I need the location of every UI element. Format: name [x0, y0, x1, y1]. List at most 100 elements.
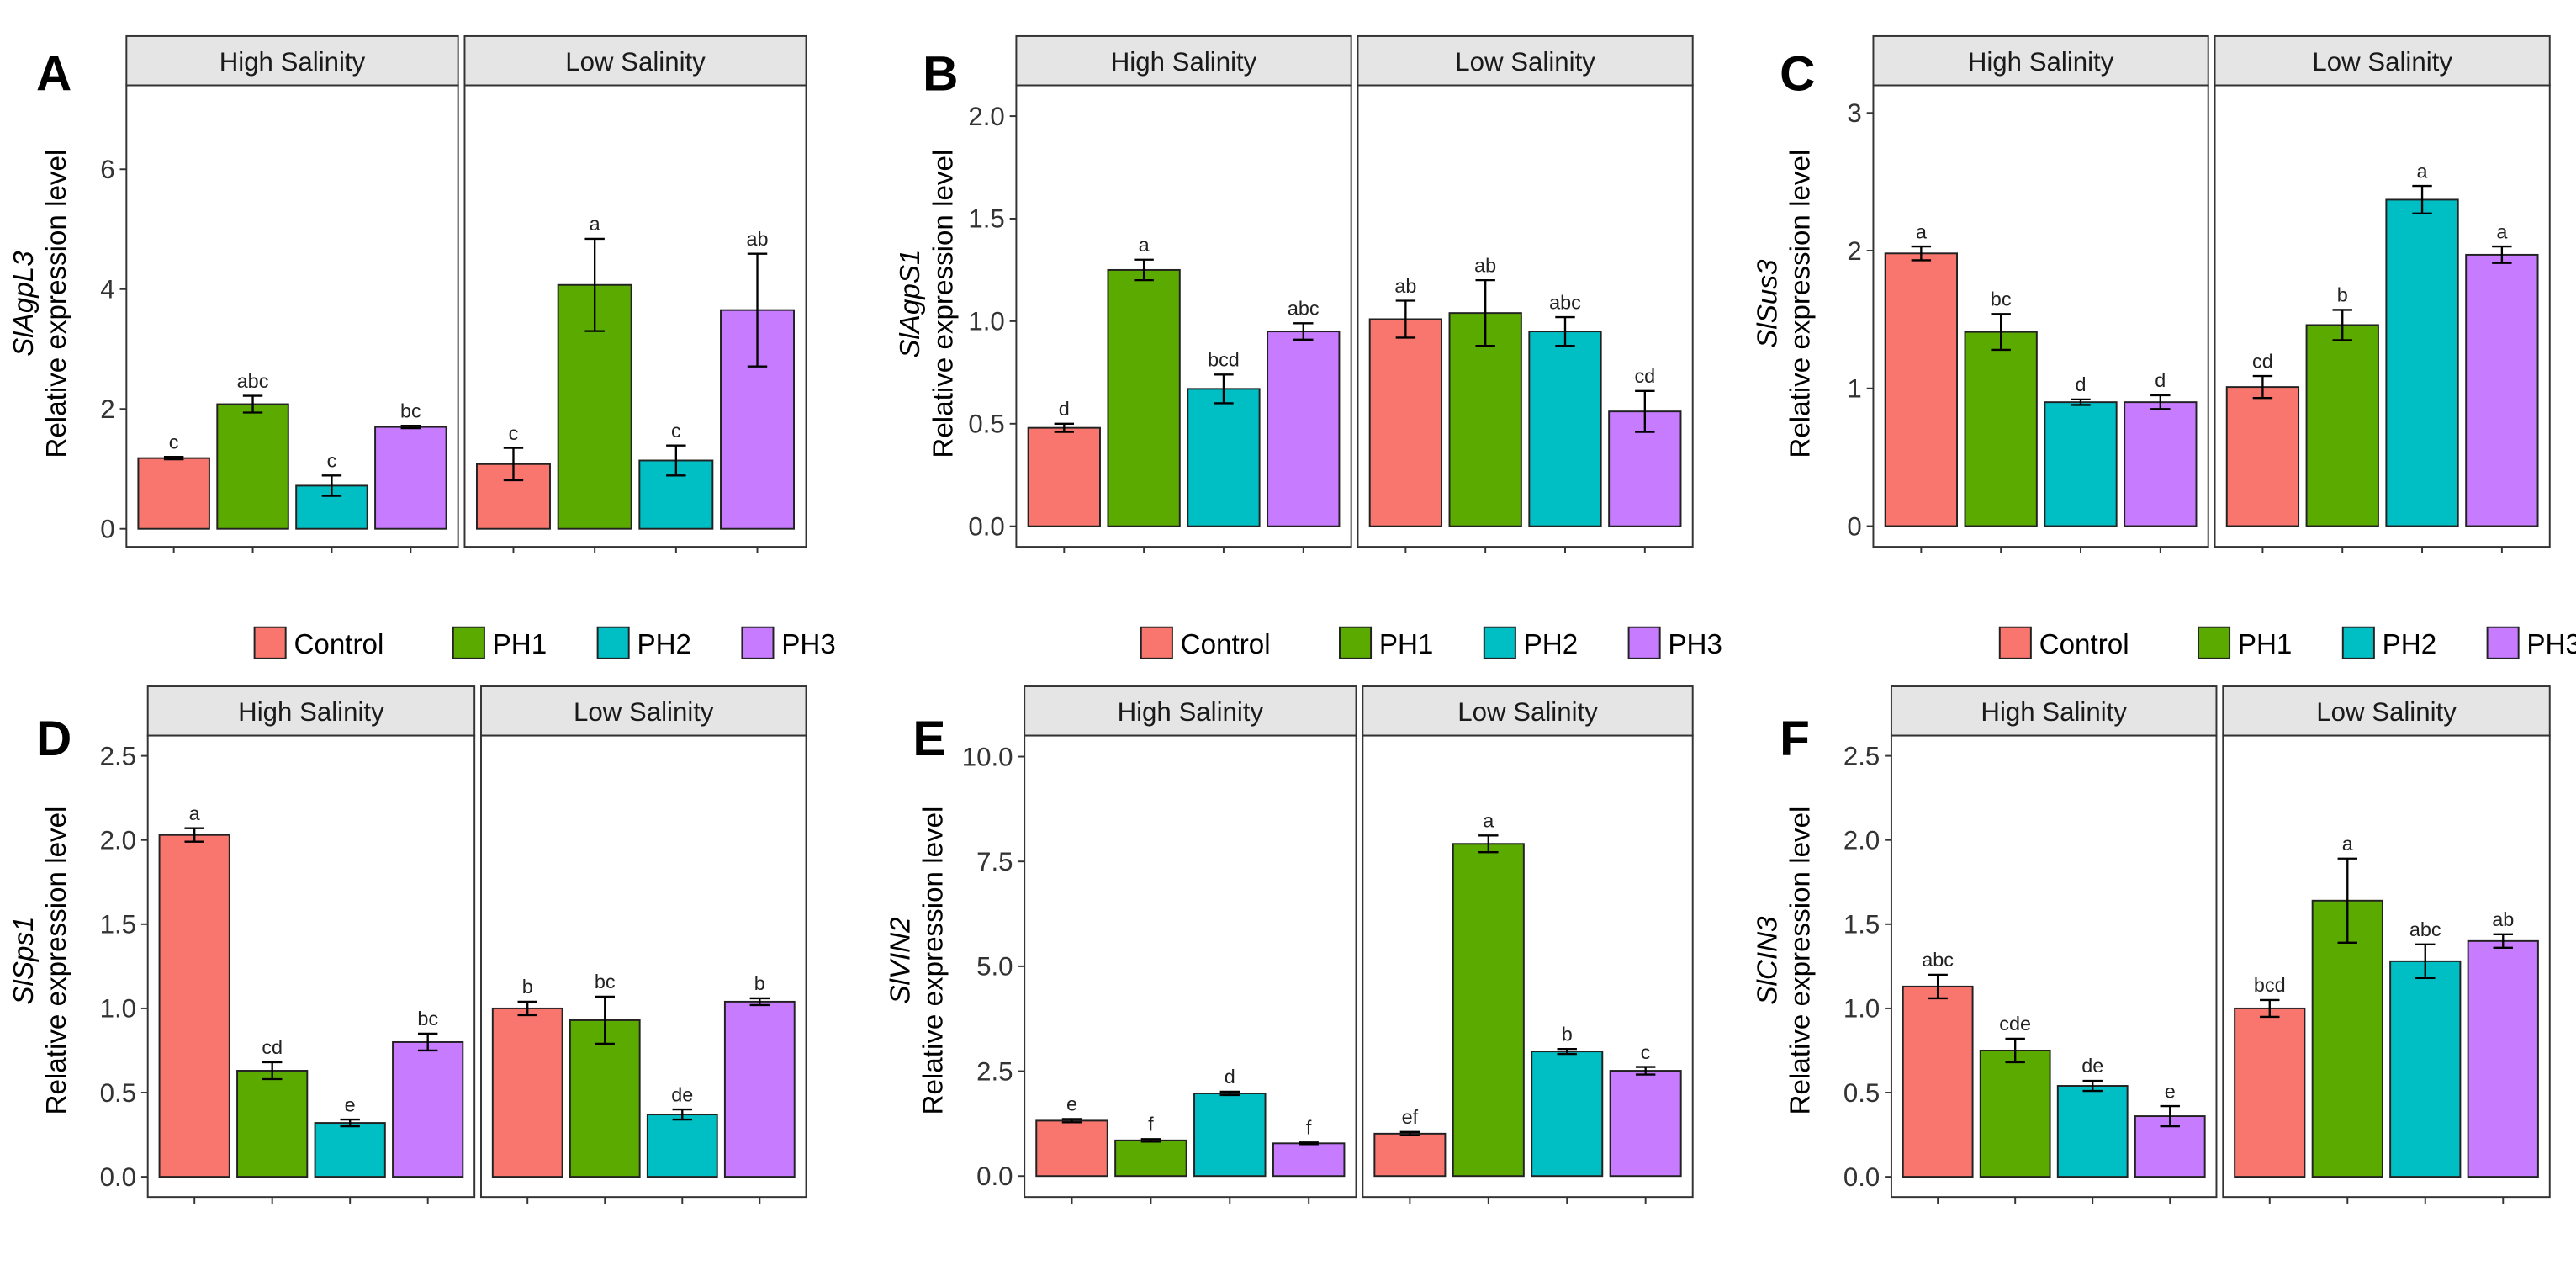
bar-ph1 — [1114, 1139, 1187, 1178]
facet-low-salinity: Low Salinity b bc de b — [480, 685, 807, 1204]
y-tick-label: 2.0 — [1843, 825, 1880, 855]
significance-label: c — [671, 420, 681, 442]
bar-control — [491, 1007, 563, 1178]
panel-letter: B — [923, 46, 958, 101]
panel-e: E SlVIN2 Relative expression level 0.0 2.5 5.… — [886, 685, 1694, 1204]
significance-label: bc — [595, 971, 616, 992]
significance-label: e — [345, 1093, 356, 1115]
bar-control — [1373, 1132, 1447, 1178]
bar-ph1 — [2311, 899, 2383, 1178]
y-tick-label: 1 — [1847, 374, 1861, 404]
y-axis-label: SlSps1 Relative expression level — [8, 807, 72, 1115]
legend-swatch-ph3 — [741, 626, 775, 659]
y-tick-label: 1.5 — [100, 910, 136, 939]
legend-swatch-control — [253, 626, 287, 659]
gene-name-label: SlSps1 — [8, 916, 40, 1004]
y-tick-label: 7.5 — [976, 847, 1013, 876]
legend-swatch-control — [1998, 626, 2032, 659]
panel-letter: A — [36, 46, 71, 101]
facet-high-salinity: High Salinity c abc c bc — [125, 34, 459, 553]
facet-strip — [463, 34, 807, 87]
bar-ph3 — [2124, 401, 2198, 527]
significance-label: b — [1562, 1023, 1573, 1045]
bar-control — [1027, 426, 1101, 527]
facet-strip-label: Low Salinity — [574, 697, 714, 727]
bar-ph1 — [1979, 1049, 2051, 1178]
legend-label: Control — [1181, 629, 1271, 660]
bar-control — [2234, 1007, 2306, 1178]
y-tick-label: 0 — [100, 514, 114, 543]
y-tick-label: 2 — [1847, 236, 1861, 266]
legend-label: PH1 — [1379, 629, 1434, 660]
significance-label: de — [2081, 1055, 2103, 1077]
bar-ph3 — [1267, 331, 1341, 527]
bar-ph3 — [1609, 1070, 1682, 1178]
facet-low-salinity: Low Salinity ef a b c — [1362, 685, 1694, 1204]
y-axis-label: SlCIN3 Relative expression level — [1752, 807, 1816, 1115]
facet-high-salinity: High Salinity e f d f — [1024, 685, 1357, 1204]
bar-ph3 — [2467, 939, 2539, 1178]
facet-low-salinity: Low Salinity c a c ab — [463, 34, 807, 553]
bar-ph3 — [1272, 1142, 1346, 1178]
y-tick-label: 0.0 — [1843, 1162, 1880, 1192]
y-axis-label: SlSus3 Relative expression level — [1752, 150, 1816, 458]
legend-label: PH2 — [2383, 629, 2437, 660]
ylabel-text: Relative expression level — [918, 807, 949, 1115]
significance-label: abc — [237, 370, 269, 392]
bar-control — [1368, 318, 1443, 527]
legend-swatch-ph1 — [452, 626, 485, 659]
panel-letter: D — [36, 712, 71, 766]
legend-label: PH2 — [637, 629, 691, 660]
y-tick-label: 3 — [1847, 98, 1861, 128]
facet-strip-label: High Salinity — [1981, 697, 2127, 727]
bar-ph2 — [2044, 401, 2118, 527]
significance-label: bcd — [1208, 349, 1240, 371]
significance-label: abc — [1288, 298, 1320, 320]
bar-ph1 — [216, 403, 289, 530]
significance-label: a — [1916, 220, 1928, 242]
ylabel-text: Relative expression level — [41, 150, 72, 458]
bar-ph2 — [646, 1114, 718, 1178]
significance-label: bc — [417, 1008, 438, 1029]
significance-label: d — [1059, 398, 1070, 420]
bar-control — [1902, 985, 1974, 1178]
facet-high-salinity: High Salinity d a bcd abc — [1015, 34, 1352, 553]
bar-ph2 — [314, 1122, 386, 1178]
significance-label: d — [2075, 373, 2086, 395]
facet-strip-label: High Salinity — [1111, 47, 1257, 77]
panel-b: B SlAgpS1 Relative expression level 0.0 0.5 1… — [895, 34, 1722, 660]
facet-strip — [125, 34, 459, 87]
y-tick-label: 6 — [100, 155, 114, 184]
bar-ph1 — [1452, 843, 1525, 1178]
legend-label: PH2 — [1524, 629, 1579, 660]
significance-label: f — [1148, 1114, 1154, 1135]
facet-strip-label: Low Salinity — [2312, 47, 2452, 77]
ylabel-text: Relative expression level — [1785, 807, 1816, 1115]
panel-letter: F — [1780, 712, 1810, 766]
significance-label: e — [1066, 1093, 1077, 1115]
facet-high-salinity: High Salinity abc cde de e — [1890, 685, 2218, 1204]
legend-swatch-ph2 — [596, 626, 630, 659]
facet-strip — [1362, 685, 1694, 737]
legend: Control PH1 PH2 PH3 — [1998, 626, 2576, 660]
legend-swatch-ph3 — [1627, 626, 1661, 659]
y-tick-label: 10.0 — [962, 742, 1013, 771]
bar-ph2 — [1187, 388, 1261, 527]
y-tick-label: 2.0 — [968, 102, 1004, 131]
bar-ph3 — [2465, 253, 2539, 527]
ylabel-text: Relative expression level — [41, 807, 72, 1115]
legend: Control PH1 PH2 PH3 — [253, 626, 836, 660]
facet-low-salinity: Low Salinity ab ab abc cd — [1357, 34, 1694, 553]
gene-name-label: SlAgpL3 — [8, 251, 40, 357]
gene-name-label: SlSus3 — [1752, 259, 1783, 348]
y-tick-label: 1.0 — [100, 994, 136, 1024]
significance-label: bc — [1991, 288, 2012, 310]
significance-label: c — [327, 450, 337, 472]
facet-strip-label: Low Salinity — [565, 47, 706, 77]
panel-letter: C — [1780, 46, 1815, 101]
facet-strip — [146, 685, 476, 737]
facet-strip — [1890, 685, 2218, 737]
legend-label: PH3 — [1668, 629, 1722, 660]
